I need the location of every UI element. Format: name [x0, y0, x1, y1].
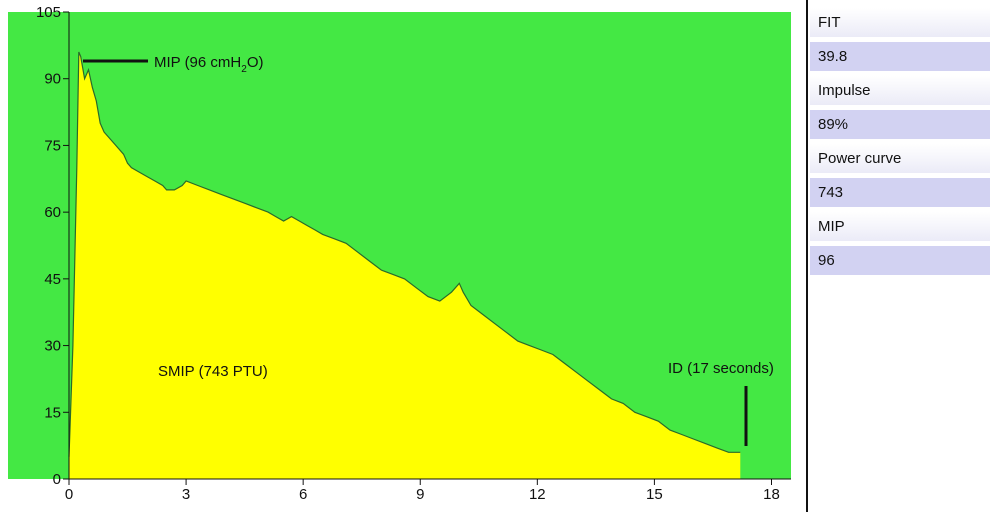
chart-svg: 0 15 30 45 60 75 90 105 0 3 6 9 12 15 18 MIP (96 cmH2O… [8, 4, 791, 503]
y-tick-label: 45 [44, 271, 61, 288]
mip-annotation-suffix: O) [247, 54, 264, 71]
axes-layer: 0 15 30 45 60 75 90 105 0 3 6 9 12 15 18 [36, 4, 791, 503]
panel-value-row: 39.8 [810, 42, 990, 71]
x-tick-label: 6 [299, 486, 307, 503]
y-tick-label: 30 [44, 338, 61, 355]
panel-value-row: 96 [810, 246, 990, 275]
x-tick-label: 18 [763, 486, 780, 503]
area-layer [68, 51, 741, 479]
y-tick-label: 75 [44, 137, 61, 154]
results-panel: FIT 39.8 Impulse 89% Power curve 743 MIP 96 [810, 8, 990, 280]
y-tick-label: 15 [44, 404, 61, 421]
y-tick-label: 90 [44, 71, 61, 88]
x-tick-label: 9 [416, 486, 424, 503]
mip-annotation-prefix: MIP (96 cmH [154, 54, 241, 71]
pressure-area-fill [69, 52, 741, 479]
panel-label-row: FIT [810, 8, 990, 37]
x-tick-label: 0 [65, 486, 73, 503]
panel-value-row: 89% [810, 110, 990, 139]
panel-label-row: Power curve [810, 144, 990, 173]
x-tick-label: 3 [182, 486, 190, 503]
annotation-layer: MIP (96 cmH2O) SMIP (743 PTU) ID (17 sec… [83, 54, 774, 446]
pressure-curve-line [68, 51, 741, 457]
x-tick-label: 12 [529, 486, 546, 503]
panel-label-row: MIP [810, 212, 990, 241]
mip-annotation-subscript: 2 [241, 64, 247, 75]
panel-label-row: Impulse [810, 76, 990, 105]
panel-value-row: 743 [810, 178, 990, 207]
y-tick-label: 105 [36, 4, 61, 21]
mip-annotation: MIP (96 cmH2O) [154, 54, 263, 75]
y-tick-label: 60 [44, 204, 61, 221]
smip-annotation: SMIP (743 PTU) [158, 363, 268, 380]
id-annotation: ID (17 seconds) [668, 360, 774, 377]
x-tick-label: 15 [646, 486, 663, 503]
chart-panel: 0 15 30 45 60 75 90 105 0 3 6 9 12 15 18 MIP (96 cmH2O… [8, 4, 791, 503]
panel-divider [806, 0, 808, 512]
y-tick-label: 0 [53, 471, 61, 488]
